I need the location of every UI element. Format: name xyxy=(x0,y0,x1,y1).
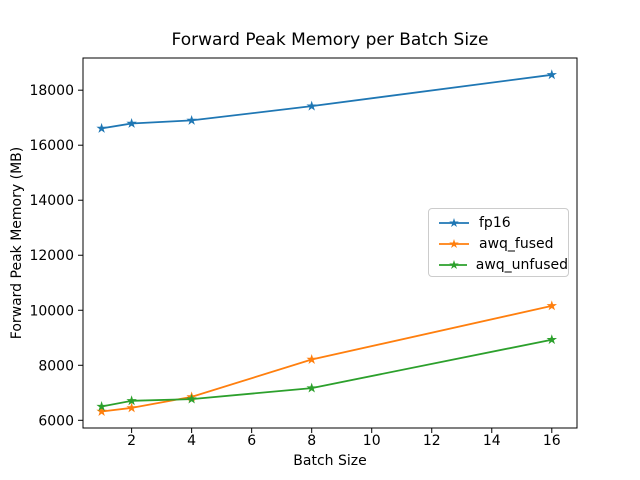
x-tick-label: 4 xyxy=(187,433,196,449)
x-tick-label: 10 xyxy=(363,433,381,449)
x-tick-label: 14 xyxy=(483,433,501,449)
x-tick-label: 2 xyxy=(127,433,136,449)
star-icon xyxy=(449,259,459,269)
series-line-awq_unfused xyxy=(101,338,552,408)
y-tick-label: 16000 xyxy=(29,138,74,154)
series-line-awq_fused xyxy=(101,305,552,413)
legend-label: awq_fused xyxy=(479,235,554,252)
chart-title: Forward Peak Memory per Batch Size xyxy=(171,30,489,50)
series-marker-fp16 xyxy=(126,117,137,128)
y-tick-label: 8000 xyxy=(38,358,74,374)
series-marker-awq_fused xyxy=(126,402,137,413)
y-tick-label: 18000 xyxy=(29,83,74,99)
series-marker-fp16 xyxy=(186,114,197,125)
y-tick-label: 6000 xyxy=(38,413,74,429)
series-marker-awq_fused xyxy=(306,354,317,364)
y-tick-label: 12000 xyxy=(29,248,74,264)
star-icon xyxy=(449,217,459,227)
legend-label: awq_unfused xyxy=(475,256,568,273)
series-marker-fp16 xyxy=(96,122,107,133)
series-marker-awq_fused xyxy=(96,405,107,416)
series-marker-awq_unfused xyxy=(96,401,107,411)
y-tick-label: 10000 xyxy=(29,303,74,319)
legend-line-sample-fp16 xyxy=(439,217,469,227)
series-marker-awq_unfused xyxy=(306,382,317,393)
series-marker-awq_fused xyxy=(546,300,558,311)
legend-line-sample-awq_unfused xyxy=(439,259,467,269)
legend-line-sample-awq_fused xyxy=(439,238,469,248)
x-tick-label: 8 xyxy=(307,433,316,449)
series-marker-fp16 xyxy=(546,69,558,80)
star-icon xyxy=(449,238,459,248)
series-marker-awq_unfused xyxy=(186,393,197,404)
legend-entry: awq_unfused xyxy=(438,254,568,275)
legend-entry: fp16 xyxy=(438,212,568,233)
legend-entry: awq_fused xyxy=(438,233,568,254)
legend-label: fp16 xyxy=(479,214,511,231)
axes-frame xyxy=(82,57,578,429)
series-line-fp16 xyxy=(101,73,552,130)
series-marker-awq_unfused xyxy=(126,395,137,406)
x-tick-label: 12 xyxy=(423,433,441,449)
y-tick-label: 14000 xyxy=(29,193,74,209)
x-tick-label: 6 xyxy=(247,433,256,449)
x-axis-label: Batch Size xyxy=(293,453,367,469)
x-tick-label: 16 xyxy=(543,433,561,449)
series-marker-fp16 xyxy=(306,100,317,111)
legend: fp16 awq_fused awq_unfused xyxy=(428,208,569,277)
series-marker-awq_unfused xyxy=(546,334,558,345)
